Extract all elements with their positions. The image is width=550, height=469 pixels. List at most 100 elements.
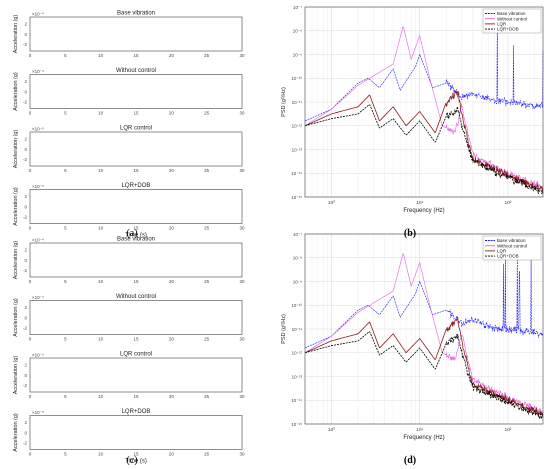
panel-d-legend-entry: LQR bbox=[497, 249, 507, 254]
panel-a-subplot-3-xtick: 15 bbox=[133, 168, 139, 173]
panel-b-ytick: 10⁻¹¹ bbox=[292, 100, 303, 105]
y-axis-label: Acceleration (g) bbox=[13, 298, 19, 337]
panel-c-subplot-3-ytick: 0 bbox=[24, 373, 27, 378]
panel-a-subplot-4-xtick: 10 bbox=[98, 226, 104, 231]
panel-c-subplot-2-xtick: 15 bbox=[133, 337, 139, 342]
panel-b-xtick: 10⁰ bbox=[328, 200, 335, 206]
panel-a-subplot-4-xtick: 30 bbox=[239, 226, 245, 231]
panel-a-subplot-3-ytick: 0 bbox=[24, 147, 27, 152]
panel-c-subplot-3-xtick: 5 bbox=[64, 394, 67, 399]
panel-d-axes bbox=[304, 233, 544, 425]
panel-c-subplot-1-xtick: 30 bbox=[239, 279, 245, 284]
panel-c-subplot-3-title: LQR control bbox=[120, 352, 152, 358]
panel-a-subplot-2-xtick: 25 bbox=[204, 111, 210, 116]
panel-a-subplot-2-axes bbox=[29, 74, 243, 109]
panel-a-subplot-1-ytick: 0 bbox=[24, 32, 27, 37]
panel-a-subplot-1-xtick: 0 bbox=[29, 53, 32, 58]
panel-c-subplot-1-title: Base vibration bbox=[117, 237, 155, 243]
frame-layer bbox=[29, 6, 544, 450]
panel-c-subplot-4-xtick: 5 bbox=[64, 452, 67, 457]
panel-c-subplot-2-ytick: 2 bbox=[24, 305, 27, 310]
panel-a-subplot-2-xtick: 20 bbox=[169, 111, 175, 116]
panel-b-ytick: 10⁻⁷ bbox=[293, 5, 302, 10]
panel-d-xtick: 10² bbox=[504, 427, 511, 433]
panel-c-subplot-3-ytick: -2 bbox=[23, 383, 27, 388]
panel-c-subplot-1-xtick: 10 bbox=[98, 279, 104, 284]
panel-a-subplot-1-exponent: ×10⁻⁴ bbox=[32, 12, 44, 17]
y-axis-label: Acceleration (g) bbox=[13, 241, 19, 280]
panel-c-subplot-4-xtick: 25 bbox=[204, 452, 210, 457]
panel-c-subplot-2-exponent: ×10⁻⁴ bbox=[32, 295, 44, 300]
panel-c-subplot-4-xtick: 10 bbox=[98, 452, 104, 457]
panel-c-subplot-1-xtick: 0 bbox=[29, 279, 32, 284]
panel-c-subplot-2-axes bbox=[29, 300, 243, 335]
y-axis-label: Acceleration (g) bbox=[13, 72, 19, 111]
panel-c-subplot-1-xtick: 5 bbox=[64, 279, 67, 284]
panel-a-subplot-4-title: LQR+DOB bbox=[122, 183, 151, 189]
panel-a-subplot-4-xtick: 15 bbox=[133, 226, 139, 231]
panel-a-subplot-2-ytick: 0 bbox=[24, 89, 27, 94]
panel-a-subplot-1-xtick: 15 bbox=[133, 53, 139, 58]
panel-c-subplot-3-xtick: 20 bbox=[169, 394, 175, 399]
x-axis-label: Time (s) bbox=[125, 459, 147, 465]
panel-a-subplot-3-xtick: 25 bbox=[204, 168, 210, 173]
panel-a-subplot-2-xtick: 0 bbox=[29, 111, 32, 116]
panel-a-subplot-2-ytick: -2 bbox=[23, 100, 27, 105]
panel-b-xtick: 10² bbox=[504, 200, 511, 206]
panel-b-series-lqr_dob bbox=[304, 104, 544, 195]
panel-c-subplot-1-ytick: 2 bbox=[24, 248, 27, 253]
panel-c-subplot-2-xtick: 30 bbox=[239, 337, 245, 342]
panel-b-legend-entry: LQR+DOB bbox=[497, 27, 519, 32]
panel-d-legend-entry: LQR+DOB bbox=[497, 254, 519, 259]
panel-a-subplot-4-exponent: ×10⁻⁵ bbox=[32, 184, 44, 189]
panel-c-subplot-4-exponent: ×10⁻⁵ bbox=[32, 410, 44, 415]
panel-b-xtick: 10¹ bbox=[416, 200, 423, 206]
panel-d-ytick: 10⁻¹¹ bbox=[292, 327, 303, 332]
panel-a-subplot-3-title: LQR control bbox=[120, 126, 152, 132]
panel-a-subplot-1-xtick: 10 bbox=[98, 53, 104, 58]
panel-c-subplot-3-xtick: 15 bbox=[133, 394, 139, 399]
panel-a-subplot-1-axes bbox=[29, 16, 243, 52]
panel-c-subplot-1-xtick: 20 bbox=[169, 279, 175, 284]
panel-label-d: (d) bbox=[404, 455, 416, 466]
panel-a-subplot-4-xtick: 20 bbox=[169, 226, 175, 231]
panel-a-subplot-3-xtick: 5 bbox=[64, 168, 67, 173]
panel-a-subplot-2-exponent: ×10⁻⁴ bbox=[32, 69, 44, 74]
panel-a-subplot-3-xtick: 10 bbox=[98, 168, 104, 173]
panel-c-subplot-1-ytick: 0 bbox=[24, 258, 27, 263]
panel-b-ytick: 10⁻⁹ bbox=[293, 52, 302, 57]
panel-b-axes bbox=[304, 6, 544, 198]
panel-a-subplot-3-xtick: 20 bbox=[169, 168, 175, 173]
panel-a-subplot-4-ytick: 0 bbox=[24, 204, 27, 209]
panel-c-subplot-4-title: LQR+DOB bbox=[122, 409, 151, 415]
panel-a-subplot-3-axes bbox=[29, 131, 243, 167]
panel-a-subplot-1-title: Base vibration bbox=[117, 11, 155, 17]
panel-a-subplot-1-xtick: 5 bbox=[64, 53, 67, 58]
panel-c-subplot-3-xtick: 30 bbox=[239, 394, 245, 399]
panel-a-subplot-2-xtick: 15 bbox=[133, 111, 139, 116]
panel-c-subplot-1-exponent: ×10⁻⁴ bbox=[32, 238, 44, 243]
panel-a-subplot-2-xtick: 5 bbox=[64, 111, 67, 116]
panel-a-subplot-1-xtick: 20 bbox=[169, 53, 175, 58]
panel-c-subplot-2-xtick: 0 bbox=[29, 337, 32, 342]
panel-a-subplot-4-ytick: -2 bbox=[23, 215, 27, 220]
panel-d-xtick: 10¹ bbox=[416, 427, 423, 433]
panel-b-ytick: 10⁻⁸ bbox=[293, 29, 302, 34]
panel-a-subplot-3-xtick: 30 bbox=[239, 168, 245, 173]
panel-b-legend-entry: Base vibration bbox=[497, 11, 526, 16]
panel-a-subplot-2-ytick: 2 bbox=[24, 79, 27, 84]
panel-a-subplot-1-xtick: 25 bbox=[204, 53, 210, 58]
panel-c-subplot-4-ytick: 2 bbox=[24, 420, 27, 425]
panel-b-y-axis-label: PSD (g²/Hz) bbox=[281, 87, 287, 117]
panel-d-ytick: 10⁻¹² bbox=[292, 351, 303, 356]
panel-d-y-axis-label: PSD (g²/Hz) bbox=[281, 314, 287, 344]
panel-c-subplot-2-xtick: 20 bbox=[169, 337, 175, 342]
y-axis-label: Acceleration (g) bbox=[13, 130, 19, 169]
panel-d-ytick: 10⁻⁸ bbox=[293, 256, 302, 261]
panel-a-subplot-1-ytick: 2 bbox=[24, 22, 27, 27]
panel-c-subplot-2-xtick: 25 bbox=[204, 337, 210, 342]
panel-d-series-lqr_dob bbox=[304, 331, 544, 421]
panel-c-subplot-4-xtick: 30 bbox=[239, 452, 245, 457]
panel-b-legend-entry: LQR bbox=[497, 22, 507, 27]
